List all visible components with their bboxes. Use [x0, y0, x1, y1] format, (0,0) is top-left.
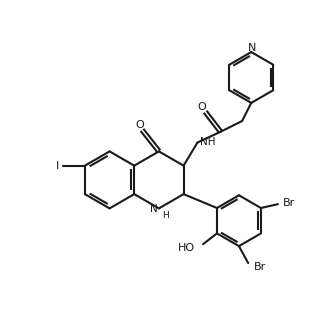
Text: I: I: [56, 161, 59, 171]
Text: N: N: [248, 43, 256, 53]
Text: HO: HO: [178, 243, 195, 253]
Text: H: H: [162, 211, 169, 220]
Text: N: N: [150, 204, 157, 214]
Text: O: O: [198, 102, 206, 112]
Text: Br: Br: [254, 262, 267, 272]
Text: NH: NH: [200, 137, 215, 147]
Text: Br: Br: [283, 198, 296, 208]
Text: O: O: [135, 120, 144, 130]
